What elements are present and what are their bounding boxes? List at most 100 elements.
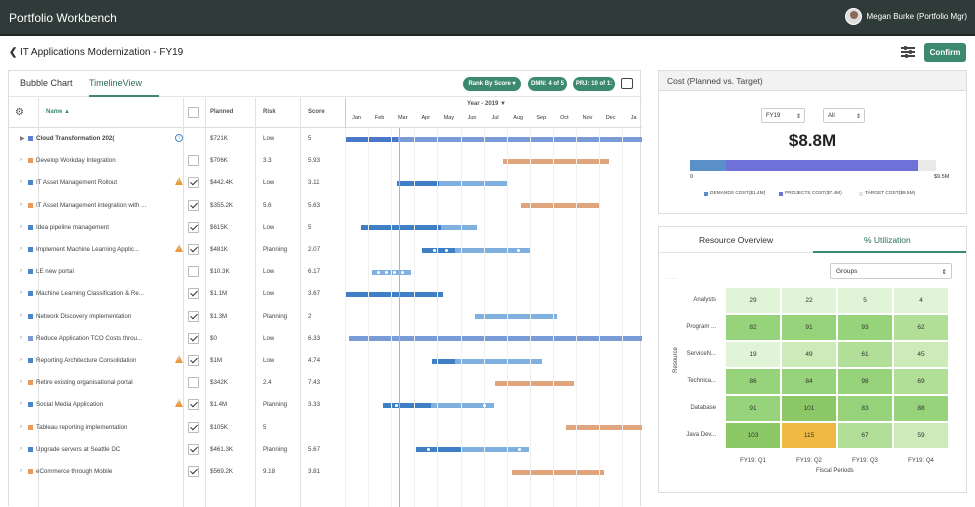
warning-icon[interactable] (175, 244, 183, 252)
column-planned[interactable]: Planned (210, 109, 234, 115)
timeline-bar[interactable] (431, 402, 494, 408)
timeline-bar[interactable] (345, 136, 398, 142)
project-name[interactable]: Implement Machine Learning Applic... (36, 246, 140, 253)
tab-timeline-view[interactable]: TimelineView (89, 78, 143, 88)
project-name[interactable]: Cloud Transformation 202( (36, 135, 115, 142)
heatmap-cell[interactable]: 93 (837, 314, 893, 341)
milestone-dot[interactable] (401, 270, 404, 274)
expand-icon[interactable]: › (20, 357, 22, 363)
tab-resource-overview[interactable]: Resource Overview (699, 235, 774, 245)
rank-by-score-dropdown[interactable]: Rank By Score ▾ (463, 77, 521, 91)
warning-icon[interactable] (175, 399, 183, 408)
table-row[interactable]: › Reporting Architecture Consolidation $1M… (9, 350, 345, 372)
fy-select[interactable]: FY19 ⇕ (761, 108, 805, 123)
project-name[interactable]: LE new portal (36, 268, 74, 276)
project-name[interactable]: Idea pipeline management (36, 223, 109, 231)
project-name[interactable]: IT Asset Management integration with ... (36, 201, 147, 209)
milestone-dot[interactable] (395, 403, 398, 407)
timeline-bar[interactable] (512, 469, 604, 475)
expand-icon[interactable]: › (20, 290, 22, 297)
heatmap-cell[interactable]: 84 (781, 368, 837, 395)
row-checkbox[interactable] (188, 288, 199, 300)
demands-cost-segment[interactable] (690, 160, 727, 171)
table-row[interactable]: › LE new portal $10.3K Low 6.17 (9, 261, 345, 283)
table-row[interactable]: › IT Asset Management Rollout $442.4K Low 3.… (9, 172, 345, 194)
row-checkbox[interactable] (188, 466, 199, 477)
table-row[interactable]: › Develop Workday Integration $706K 3.3 5.93 (9, 150, 345, 172)
milestone-dot[interactable] (445, 248, 448, 252)
milestone-dot[interactable] (385, 270, 388, 274)
select-all-checkbox[interactable] (188, 107, 199, 118)
prj-filter-pill[interactable]: PRJ: 10 of 1: (573, 77, 615, 91)
project-name[interactable]: Reporting Architecture Consolidation (36, 357, 137, 364)
expand-icon[interactable]: › (20, 268, 22, 275)
milestone-dot[interactable] (433, 248, 436, 252)
milestone-dot[interactable] (427, 448, 430, 452)
table-row[interactable]: › Machine Learning Classification & Re...… (9, 283, 345, 305)
row-checkbox[interactable] (188, 399, 199, 411)
heatmap-cell[interactable]: 45 (893, 341, 949, 368)
heatmap-cell[interactable]: 61 (837, 341, 893, 368)
expand-icon[interactable]: › (20, 423, 22, 430)
row-checkbox[interactable] (188, 221, 199, 233)
timeline-bar[interactable] (495, 380, 574, 386)
column-score[interactable]: Score (308, 109, 325, 115)
expand-icon[interactable]: › (20, 379, 22, 386)
expand-icon[interactable]: ▶ (20, 136, 25, 142)
table-row[interactable]: › Implement Machine Learning Applic... $48… (9, 239, 345, 261)
table-row[interactable]: › eCommerce through Mobile $569.2K 9.18 3.81 (9, 461, 345, 483)
table-row[interactable]: › Retire existing organisational portal $3… (9, 372, 345, 394)
heatmap-cell[interactable]: 83 (837, 395, 893, 422)
heatmap-cell[interactable]: 67 (837, 422, 893, 449)
project-name[interactable]: Upgrade servers at Seattle DC (36, 445, 121, 453)
heatmap-cell[interactable]: 59 (893, 422, 949, 449)
timeline-bar[interactable] (349, 336, 642, 342)
heatmap-cell[interactable]: 82 (725, 314, 781, 341)
milestone-dot[interactable] (483, 403, 486, 407)
row-checkbox[interactable] (188, 332, 199, 344)
project-name[interactable]: IT Asset Management Rollout (36, 179, 118, 187)
timeline-bar[interactable] (455, 247, 531, 253)
table-row[interactable]: › IT Asset Management integration with ..… (9, 195, 345, 217)
expand-icon[interactable]: › (20, 468, 22, 474)
project-name[interactable]: Retire existing organisational portal (36, 379, 133, 387)
row-checkbox[interactable] (188, 443, 199, 455)
timeline-bar[interactable] (455, 358, 542, 364)
back-icon[interactable]: ❮ (9, 47, 18, 58)
heatmap-cell[interactable]: 98 (837, 368, 893, 395)
expand-icon[interactable]: › (20, 445, 22, 452)
table-row[interactable]: › Tableau reporting implementation $105K 5 (9, 417, 345, 439)
row-checkbox[interactable] (188, 310, 199, 322)
project-name[interactable]: Machine Learning Classification & Re... (36, 290, 144, 298)
timeline-bar[interactable] (383, 402, 431, 408)
timeline-bar[interactable] (416, 447, 461, 453)
heatmap-cell[interactable]: 62 (893, 314, 949, 341)
row-checkbox[interactable] (188, 177, 199, 189)
heatmap-cell[interactable]: 88 (893, 395, 949, 422)
timeline-bar[interactable] (397, 180, 439, 186)
tab-utilization[interactable]: % Utilization (864, 235, 911, 245)
timeline-bar[interactable] (398, 136, 642, 142)
row-checkbox[interactable] (188, 244, 199, 255)
table-row[interactable]: › Network Discovery implementation $1.3M Pl… (9, 306, 345, 328)
heatmap-cell[interactable]: 19 (725, 341, 781, 368)
project-name[interactable]: Network Discovery implementation (36, 312, 132, 320)
confirm-button[interactable]: Confirm (924, 43, 966, 62)
warning-icon[interactable] (175, 355, 183, 363)
project-name[interactable]: Reduce Application TCO Costs throu... (36, 334, 143, 342)
table-row[interactable]: › Social Media Application $1.4M Planning 3.… (9, 394, 345, 416)
expand-icon[interactable]: › (20, 201, 22, 208)
timeline-bar[interactable] (432, 358, 455, 364)
timeline-bar[interactable] (441, 225, 477, 231)
table-row[interactable]: › Upgrade servers at Seattle DC $461.3K Pla… (9, 439, 345, 461)
project-name[interactable]: Social Media Application (36, 401, 104, 409)
project-name[interactable]: Develop Workday Integration (36, 157, 116, 165)
timeline-bar[interactable] (361, 225, 441, 231)
timeline-bar[interactable] (475, 314, 557, 320)
timeline-bar[interactable] (439, 180, 508, 186)
row-checkbox[interactable] (188, 377, 199, 389)
project-name[interactable]: Tableau reporting implementation (36, 423, 128, 431)
timeline-bar[interactable] (521, 203, 599, 209)
timeline-bar[interactable] (566, 425, 642, 431)
heatmap-cell[interactable]: 101 (781, 395, 837, 422)
